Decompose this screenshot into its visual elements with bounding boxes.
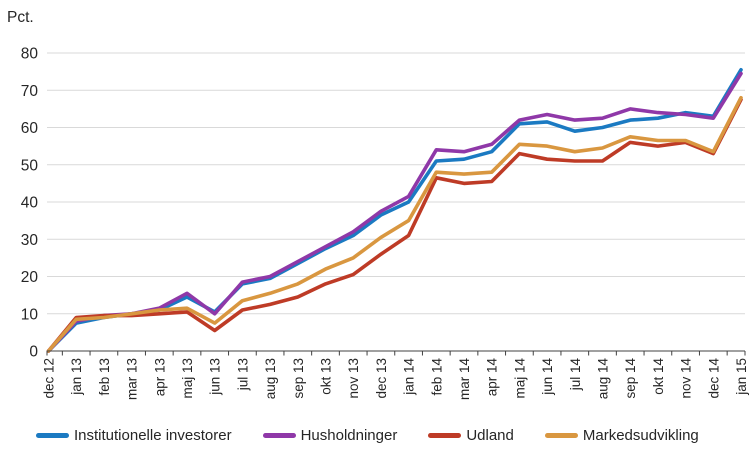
legend-label: Institutionelle investorer <box>74 426 232 444</box>
x-tick-label-dec-13: dec 13 <box>374 358 389 399</box>
x-tick-label-maj-13: maj 13 <box>180 358 195 399</box>
legend-label: Markedsudvikling <box>582 426 699 444</box>
legend-item-institutionelle-investorer: Institutionelle investorer <box>36 427 232 444</box>
x-tick-label-mar-14: mar 14 <box>457 358 472 401</box>
legend-item-husholdninger: Husholdninger <box>262 426 398 444</box>
y-tick-label-30: 30 <box>21 232 39 249</box>
x-tick-label-nov-13: nov 13 <box>346 358 361 399</box>
x-axis <box>46 350 746 356</box>
y-tick-label-20: 20 <box>21 269 39 286</box>
x-tick-label-dec-14: dec 14 <box>706 358 721 399</box>
y-axis-labels: 0 10 20 30 40 50 60 70 80 <box>21 46 39 361</box>
legend-swatch <box>36 432 69 438</box>
x-axis-labels: dec 12 jan 13 feb 13 mar 13 apr 13 maj 13 jun … <box>42 358 750 401</box>
y-tick-label-10: 10 <box>21 306 39 323</box>
legend-label: Husholdninger <box>300 426 398 444</box>
legend-swatch <box>544 432 578 438</box>
x-tick-label-feb-14: feb 14 <box>429 358 444 396</box>
series-line-husholdninger <box>46 71 743 353</box>
x-tick-label-apr-13: apr 13 <box>152 358 167 396</box>
x-tick-label-dec-12: dec 12 <box>42 358 57 399</box>
legend-swatch <box>428 432 462 438</box>
x-tick-label-okt-14: okt 14 <box>651 358 666 395</box>
series-line-institutionelle-investorer <box>46 68 743 353</box>
x-tick-label-jul-13: jul 13 <box>235 358 250 391</box>
x-tick-label-sep-13: sep 13 <box>291 358 306 399</box>
x-tick-label-aug-13: aug 13 <box>263 358 278 399</box>
x-tick-label-jul-14: jul 14 <box>568 358 583 392</box>
legend: Institutionelle investorer Husholdninger U… <box>36 424 750 446</box>
x-tick-label-maj-14: maj 14 <box>512 358 527 399</box>
x-tick-label-mar-13: mar 13 <box>125 358 140 400</box>
x-tick-label-aug-14: aug 14 <box>596 358 611 400</box>
legend-item-udland: Udland <box>428 427 514 444</box>
gridlines <box>47 52 745 315</box>
legend-swatch <box>262 432 296 438</box>
series-lines <box>46 68 743 353</box>
x-tick-label-jan-14: jan 14 <box>402 358 417 396</box>
series-line-udland <box>46 97 743 353</box>
y-axis-unit-label: Pct. <box>7 9 34 26</box>
x-tick-label-apr-14: apr 14 <box>485 358 500 397</box>
x-tick-label-okt-13: okt 13 <box>319 358 334 395</box>
x-tick-label-feb-13: feb 13 <box>97 358 112 396</box>
y-tick-label-80: 80 <box>21 46 39 63</box>
line-chart: 0 10 20 30 40 50 60 70 80 dec 12 jan 13 feb 13 mar … <box>7 9 750 401</box>
y-tick-label-70: 70 <box>21 83 39 100</box>
x-tick-label-sep-14: sep 14 <box>623 358 638 399</box>
legend-item-markedsudvikling: Markedsudvikling <box>544 426 699 444</box>
x-tick-label-jan-13: jan 13 <box>69 358 84 396</box>
y-tick-label-0: 0 <box>29 344 38 361</box>
x-tick-label-jan-15: jan 15 <box>734 358 749 396</box>
series-line-markedsudvikling <box>46 95 743 353</box>
y-tick-label-60: 60 <box>21 120 39 137</box>
x-tick-label-jun-13: jun 13 <box>208 358 223 396</box>
x-tick-label-jun-14: jun 14 <box>540 358 555 396</box>
x-tick-label-nov-14: nov 14 <box>679 358 694 399</box>
legend-label: Udland <box>466 426 514 444</box>
y-tick-label-40: 40 <box>21 195 39 212</box>
y-tick-label-50: 50 <box>21 157 39 174</box>
